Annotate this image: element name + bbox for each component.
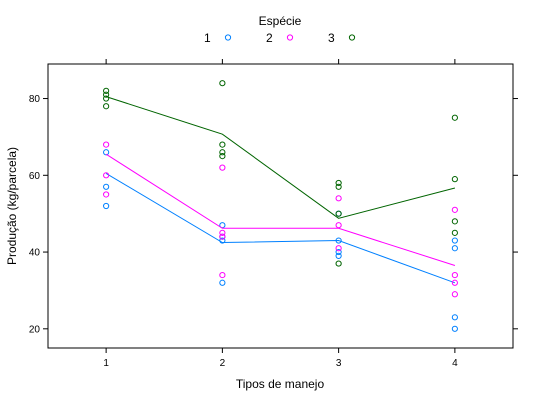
y-tick-label: 60 (29, 171, 41, 182)
legend-label: 2 (266, 31, 273, 45)
data-point (103, 103, 110, 110)
data-point (103, 172, 110, 179)
data-point (335, 237, 342, 244)
x-axis-label: Tipos de manejo (236, 377, 325, 391)
series-line (105, 153, 456, 266)
y-axis: 20 40 60 80 (29, 94, 518, 335)
data-point (219, 233, 226, 240)
x-axis: 1 2 3 4 (103, 59, 458, 369)
series-3 (103, 80, 458, 267)
legend-marker (348, 34, 356, 41)
data-point (103, 95, 110, 102)
x-tick-label: 1 (103, 358, 109, 369)
data-point (451, 314, 458, 321)
y-tick-label: 80 (29, 94, 41, 105)
data-point (103, 141, 110, 148)
y-tick-label: 40 (29, 248, 41, 259)
series-layer (103, 80, 458, 332)
data-point (103, 202, 110, 210)
data-point (103, 91, 110, 98)
legend-marker (286, 34, 294, 41)
data-point (451, 279, 458, 286)
data-point (335, 245, 342, 252)
legend-marker (224, 34, 232, 41)
data-point (451, 206, 458, 213)
data-point (219, 80, 226, 87)
legend-label: 3 (328, 31, 335, 45)
data-point (335, 222, 342, 229)
data-point (335, 248, 342, 256)
data-point (219, 153, 226, 160)
data-point (219, 141, 226, 148)
data-point (451, 237, 458, 244)
data-point (451, 229, 458, 236)
data-point (219, 237, 226, 244)
legend: 1 2 3 (204, 31, 356, 45)
data-point (103, 87, 110, 94)
legend-title: Espécie (259, 14, 302, 28)
data-point (451, 176, 458, 183)
data-point (451, 271, 458, 279)
series-2 (103, 141, 458, 298)
plot-frame (47, 63, 514, 349)
data-point (451, 325, 458, 332)
x-tick-label: 2 (220, 358, 226, 369)
data-point (335, 195, 342, 202)
data-point (451, 245, 458, 252)
data-point (335, 179, 342, 187)
series-1 (103, 149, 458, 332)
x-tick-label: 4 (452, 358, 458, 369)
series-line (105, 96, 456, 219)
x-tick-label: 3 (336, 358, 342, 369)
data-point (335, 210, 342, 217)
legend-label: 1 (204, 31, 211, 45)
data-point (451, 218, 458, 225)
series-line (105, 172, 456, 284)
data-point (219, 164, 226, 171)
data-point (219, 229, 226, 236)
data-point (335, 183, 342, 190)
data-point (219, 279, 226, 286)
y-axis-label: Produção (kg/parcela) (5, 147, 19, 265)
data-point (335, 260, 342, 267)
y-tick-label: 20 (29, 324, 41, 335)
data-point (335, 252, 342, 259)
data-point (103, 149, 110, 156)
data-point (219, 271, 226, 279)
data-point (451, 291, 458, 298)
data-point (103, 191, 110, 198)
data-point (219, 149, 226, 156)
data-point (451, 114, 458, 121)
data-point (103, 183, 110, 190)
